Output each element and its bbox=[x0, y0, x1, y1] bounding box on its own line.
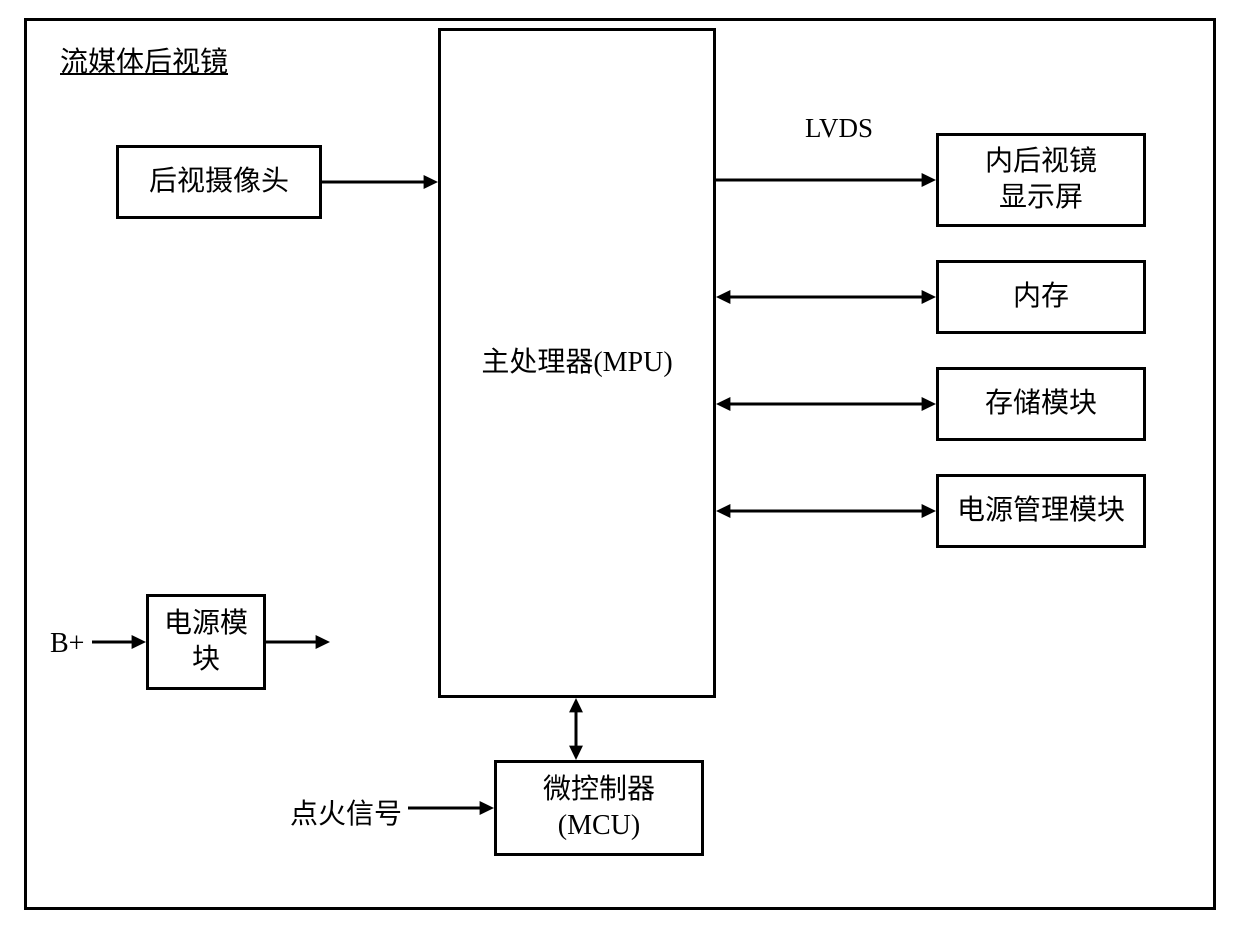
node-mpu: 主处理器(MPU) bbox=[438, 28, 716, 698]
node-mpu-label: 主处理器(MPU) bbox=[481, 345, 672, 381]
node-ram: 内存 bbox=[936, 260, 1146, 334]
node-camera: 后视摄像头 bbox=[116, 145, 322, 219]
node-camera-label: 后视摄像头 bbox=[149, 164, 289, 200]
node-mcu: 微控制器(MCU) bbox=[494, 760, 704, 856]
node-ram-label: 内存 bbox=[1013, 279, 1069, 315]
node-pmm-label: 电源管理模块 bbox=[957, 493, 1125, 529]
diagram-title: 流媒体后视镜 bbox=[60, 40, 228, 80]
node-power: 电源模块 bbox=[146, 594, 266, 690]
node-storage-label: 存储模块 bbox=[985, 386, 1097, 422]
diagram-canvas: 流媒体后视镜 后视摄像头 主处理器(MPU) 内后视镜显示屏 内存 存储模块 电… bbox=[0, 0, 1240, 929]
label-lvds: LVDS bbox=[805, 113, 873, 144]
node-mcu-label: 微控制器(MCU) bbox=[543, 772, 655, 845]
node-display: 内后视镜显示屏 bbox=[936, 133, 1146, 227]
node-power-label: 电源模块 bbox=[164, 606, 248, 679]
label-bplus: B+ bbox=[50, 628, 84, 660]
node-storage: 存储模块 bbox=[936, 367, 1146, 441]
label-ignition: 点火信号 bbox=[290, 792, 402, 832]
node-display-label: 内后视镜显示屏 bbox=[985, 144, 1097, 217]
node-pmm: 电源管理模块 bbox=[936, 474, 1146, 548]
